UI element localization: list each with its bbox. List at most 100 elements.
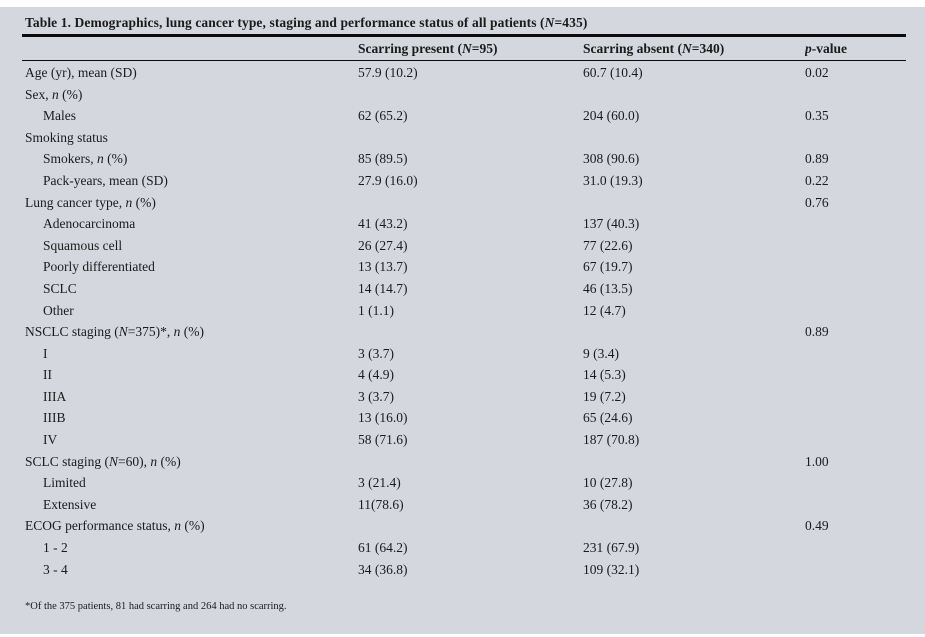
cell-scarring-absent: 231 (67.9)	[583, 540, 640, 556]
column-header-pvalue: p-value	[805, 41, 847, 56]
table-body: Age (yr), mean (SD) 57.9 (10.2) 60.7 (10…	[22, 61, 906, 580]
cell-scarring-present: 14 (14.7)	[358, 280, 408, 296]
table-row: IIIA 3 (3.7) 19 (7.2)	[22, 386, 906, 408]
row-label: NSCLC staging (N=375)*, n (%)	[25, 324, 205, 340]
table-panel: Table 1. Demographics, lung cancer type,…	[0, 7, 925, 634]
row-label: I	[43, 345, 48, 361]
cell-scarring-absent: 60.7 (10.4)	[583, 64, 643, 80]
cell-scarring-present: 61 (64.2)	[358, 540, 408, 556]
table-row: IV 58 (71.6) 187 (70.8)	[22, 429, 906, 451]
cell-p-value: 0.49	[805, 518, 829, 534]
cell-scarring-present: 62 (65.2)	[358, 108, 408, 124]
table-row: 3 - 4 34 (36.8) 109 (32.1)	[22, 559, 906, 581]
cell-scarring-absent: 36 (78.2)	[583, 496, 633, 512]
cell-scarring-present: 11(78.6)	[358, 496, 404, 512]
table-row: Extensive 11(78.6) 36 (78.2)	[22, 494, 906, 516]
cell-scarring-present: 41 (43.2)	[358, 216, 408, 232]
cell-scarring-present: 58 (71.6)	[358, 432, 408, 448]
cell-scarring-absent: 187 (70.8)	[583, 432, 640, 448]
cell-scarring-present: 13 (13.7)	[358, 259, 408, 275]
row-label: IIIA	[43, 388, 67, 404]
cell-scarring-absent: 67 (19.7)	[583, 259, 633, 275]
cell-scarring-absent: 10 (27.8)	[583, 475, 633, 491]
column-header-row: Scarring present (N=95) Scarring absent …	[22, 37, 906, 60]
table-row: Smoking status	[22, 127, 906, 149]
table-row: Sex, n (%)	[22, 84, 906, 106]
table-row: Squamous cell 26 (27.4) 77 (22.6)	[22, 235, 906, 257]
table-row: NSCLC staging (N=375)*, n (%) 0.89	[22, 321, 906, 343]
cell-scarring-absent: 14 (5.3)	[583, 367, 626, 383]
table-row: Adenocarcinoma 41 (43.2) 137 (40.3)	[22, 213, 906, 235]
row-label: Limited	[43, 475, 86, 491]
row-label: 1 - 2	[43, 540, 68, 556]
row-label: Age (yr), mean (SD)	[25, 64, 137, 80]
table-row: SCLC 14 (14.7) 46 (13.5)	[22, 278, 906, 300]
cell-scarring-present: 57.9 (10.2)	[358, 64, 418, 80]
row-label: Extensive	[43, 496, 97, 512]
row-label: Lung cancer type, n (%)	[25, 194, 156, 210]
cell-scarring-present: 26 (27.4)	[358, 237, 408, 253]
cell-p-value: 0.76	[805, 194, 829, 210]
row-label: Pack-years, mean (SD)	[43, 172, 168, 188]
cell-scarring-absent: 308 (90.6)	[583, 151, 640, 167]
row-label: Sex, n (%)	[25, 86, 83, 102]
row-label: SCLC staging (N=60), n (%)	[25, 453, 181, 469]
table-row: II 4 (4.9) 14 (5.3)	[22, 365, 906, 387]
row-label: Squamous cell	[43, 237, 123, 253]
cell-scarring-absent: 9 (3.4)	[583, 345, 619, 361]
row-label: Adenocarcinoma	[43, 216, 136, 232]
cell-p-value: 0.22	[805, 172, 829, 188]
cell-scarring-present: 3 (21.4)	[358, 475, 401, 491]
table-footnote: *Of the 375 patients, 81 had scarring an…	[25, 601, 287, 613]
cell-scarring-absent: 109 (32.1)	[583, 561, 640, 577]
row-label: IV	[43, 432, 58, 448]
cell-scarring-absent: 137 (40.3)	[583, 216, 640, 232]
row-label: Males	[43, 108, 76, 124]
column-header-scarring-absent: Scarring absent (N=340)	[583, 41, 725, 56]
row-label: Other	[43, 302, 74, 318]
table-row: Age (yr), mean (SD) 57.9 (10.2) 60.7 (10…	[22, 62, 906, 84]
table-row: IIIB 13 (16.0) 65 (24.6)	[22, 408, 906, 430]
cell-p-value: 1.00	[805, 453, 829, 469]
row-label: Smoking status	[25, 129, 108, 145]
column-header-scarring-present: Scarring present (N=95)	[358, 41, 498, 56]
table-row: SCLC staging (N=60), n (%) 1.00	[22, 451, 906, 473]
row-label: ECOG performance status, n (%)	[25, 518, 205, 534]
table-row: Limited 3 (21.4) 10 (27.8)	[22, 472, 906, 494]
cell-scarring-present: 34 (36.8)	[358, 561, 408, 577]
table-row: Poorly differentiated 13 (13.7) 67 (19.7…	[22, 257, 906, 279]
cell-scarring-absent: 77 (22.6)	[583, 237, 633, 253]
title-rule	[22, 34, 906, 37]
cell-scarring-absent: 204 (60.0)	[583, 108, 640, 124]
table-row: ECOG performance status, n (%) 0.49	[22, 516, 906, 538]
table-row: Other 1 (1.1) 12 (4.7)	[22, 300, 906, 322]
row-label: II	[43, 367, 52, 383]
table-row: Males 62 (65.2) 204 (60.0) 0.35	[22, 105, 906, 127]
table-row: Smokers, n (%) 85 (89.5) 308 (90.6) 0.89	[22, 149, 906, 171]
row-label: Poorly differentiated	[43, 259, 155, 275]
table-row: Pack-years, mean (SD) 27.9 (16.0) 31.0 (…	[22, 170, 906, 192]
cell-p-value: 0.35	[805, 108, 829, 124]
cell-p-value: 0.89	[805, 151, 829, 167]
table-row: Lung cancer type, n (%) 0.76	[22, 192, 906, 214]
row-label: SCLC	[43, 280, 77, 296]
table-container: Table 1. Demographics, lung cancer type,…	[22, 7, 906, 613]
cell-scarring-absent: 12 (4.7)	[583, 302, 626, 318]
cell-p-value: 0.02	[805, 64, 829, 80]
table-row: I 3 (3.7) 9 (3.4)	[22, 343, 906, 365]
cell-scarring-present: 3 (3.7)	[358, 345, 394, 361]
row-label: IIIB	[43, 410, 66, 426]
cell-scarring-present: 13 (16.0)	[358, 410, 408, 426]
row-label: 3 - 4	[43, 561, 68, 577]
cell-scarring-present: 3 (3.7)	[358, 388, 394, 404]
cell-scarring-present: 85 (89.5)	[358, 151, 408, 167]
column-header-blank	[22, 47, 358, 49]
cell-scarring-absent: 65 (24.6)	[583, 410, 633, 426]
table-row: 1 - 2 61 (64.2) 231 (67.9)	[22, 537, 906, 559]
cell-scarring-present: 4 (4.9)	[358, 367, 394, 383]
cell-scarring-absent: 19 (7.2)	[583, 388, 626, 404]
cell-p-value: 0.89	[805, 324, 829, 340]
cell-scarring-present: 1 (1.1)	[358, 302, 394, 318]
cell-scarring-absent: 46 (13.5)	[583, 280, 633, 296]
cell-scarring-present: 27.9 (16.0)	[358, 172, 418, 188]
